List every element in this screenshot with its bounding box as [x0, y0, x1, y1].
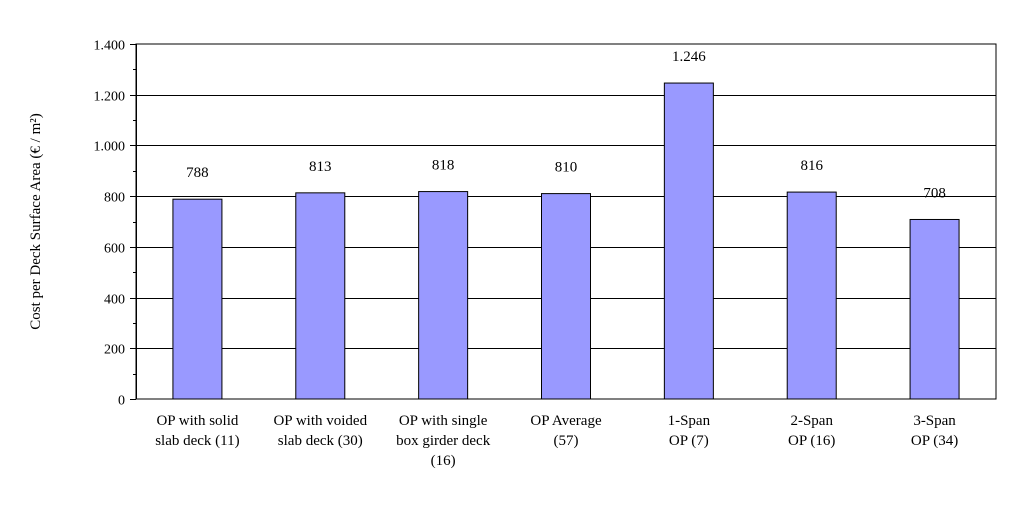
bar: [786, 191, 837, 400]
y-tick-label: 400: [104, 293, 125, 308]
y-tick-label: 1.000: [94, 140, 126, 155]
x-category-label: (16): [431, 453, 456, 469]
x-category-label: slab deck (30): [278, 433, 363, 449]
bar-value-label: 708: [923, 185, 946, 201]
bar-value-label: 788: [186, 165, 209, 181]
bar-value-label: 813: [309, 159, 332, 175]
x-category-label: 3-Span: [913, 413, 956, 429]
bar-value-label: 818: [432, 158, 455, 174]
x-category-label: OP (7): [669, 433, 709, 449]
bar: [909, 218, 960, 400]
y-tick-label: 600: [104, 242, 125, 257]
bar-value-label: 816: [800, 158, 823, 174]
x-category-label: OP with single: [399, 413, 488, 429]
y-tick-label: 800: [104, 191, 125, 206]
bar-value-label: 1.246: [672, 49, 706, 65]
x-category-label: slab deck (11): [155, 433, 239, 449]
x-category-label: 1-Span: [668, 413, 711, 429]
x-category-label: (57): [554, 433, 579, 449]
bar: [418, 191, 469, 400]
x-category-label: OP (34): [911, 433, 958, 449]
y-tick-label: 200: [104, 343, 125, 358]
bar-value-label: 810: [555, 160, 578, 176]
y-tick-label: 1.400: [94, 39, 126, 54]
x-category-label: OP Average: [530, 413, 602, 429]
y-axis-label: Cost per Deck Surface Area (€ / m²): [28, 113, 44, 330]
bar: [295, 192, 346, 400]
x-category-label: OP with solid: [156, 413, 238, 429]
y-tick-label: 1.200: [94, 90, 126, 105]
bar: [172, 198, 223, 400]
bar: [663, 82, 714, 400]
bar: [541, 193, 591, 400]
x-category-label: OP with voided: [273, 413, 367, 429]
x-category-label: box girder deck: [396, 433, 491, 449]
x-category-label: OP (16): [788, 433, 835, 449]
y-tick-label: 0: [118, 394, 125, 409]
x-category-label: 2-Span: [790, 413, 833, 429]
